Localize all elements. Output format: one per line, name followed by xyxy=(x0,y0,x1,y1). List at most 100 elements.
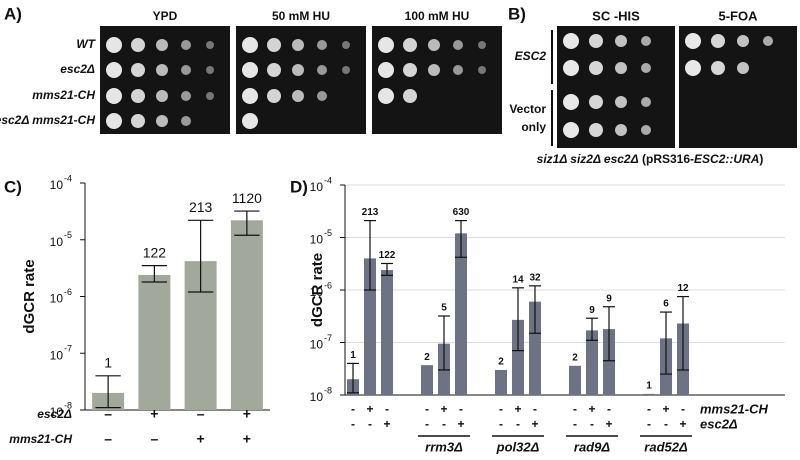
genotype-mark: - xyxy=(368,417,372,431)
colony-spot xyxy=(478,41,486,49)
colony-spot xyxy=(563,122,579,138)
genotype-mark: – xyxy=(197,406,205,422)
column-header: 50 mM HU xyxy=(272,9,330,23)
bar xyxy=(138,274,171,410)
colony-spot xyxy=(206,92,214,100)
y-tick-label: 10 xyxy=(310,338,324,352)
colony-spot xyxy=(453,65,463,75)
colony-spot xyxy=(589,95,603,109)
colony-spot xyxy=(242,37,258,53)
genotype-mark: - xyxy=(459,402,463,416)
y-axis-label: dGCR rate xyxy=(21,259,38,333)
colony-spot xyxy=(641,63,651,73)
colony-spot xyxy=(156,90,168,102)
colony-spot xyxy=(267,63,281,77)
bar-label: 2 xyxy=(498,357,504,368)
colony-spot xyxy=(615,35,627,47)
y-tick-exponent: -6 xyxy=(324,280,332,290)
panel-label: D) xyxy=(290,177,308,196)
genotype-mark: - xyxy=(607,402,611,416)
colony-spot xyxy=(641,125,651,135)
genotype-mark: + xyxy=(197,431,205,447)
y-tick-label: 10 xyxy=(310,285,324,299)
colony-spot xyxy=(206,41,214,49)
bar-label: 14 xyxy=(512,274,524,285)
colony-spot xyxy=(615,124,627,136)
colony-spot xyxy=(242,113,258,129)
colony-spot xyxy=(403,38,417,52)
colony-spot xyxy=(563,60,579,76)
bar-label: 213 xyxy=(362,207,379,218)
genotype-mark: - xyxy=(442,417,446,431)
colony-spot xyxy=(292,39,304,51)
colony-spot xyxy=(685,60,701,76)
bar xyxy=(643,393,655,395)
group-label: rad9Δ xyxy=(574,439,610,454)
panel-label: C) xyxy=(4,177,22,196)
row-label: esc2Δ xyxy=(60,62,95,76)
row-label: WT xyxy=(76,37,96,51)
colony-spot xyxy=(403,63,417,77)
genotype-mark: - xyxy=(533,402,537,416)
bar xyxy=(586,330,598,395)
genotype-name: esc2Δ xyxy=(37,407,72,421)
group-label: Vector xyxy=(509,102,546,116)
colony-spot xyxy=(453,40,463,50)
colony-spot xyxy=(242,88,258,104)
y-tick-label: 10 xyxy=(50,348,64,362)
colony-spot xyxy=(615,96,627,108)
genotype-mark: + xyxy=(383,417,390,431)
bar-label: 630 xyxy=(453,207,470,218)
colony-spot xyxy=(292,90,304,102)
y-tick-label: 10 xyxy=(310,390,324,404)
panel-label: B) xyxy=(508,4,526,23)
colony-spot xyxy=(589,61,603,75)
caption-part: ) xyxy=(759,152,763,166)
caption-part: siz1Δ siz2Δ esc2Δ xyxy=(537,152,639,166)
colony-spot xyxy=(267,89,281,103)
genotype-name: mms21-CH xyxy=(700,401,769,416)
genotype-mark: + xyxy=(662,402,669,416)
bar-label: 32 xyxy=(529,272,541,283)
colony-spot xyxy=(641,97,651,107)
genotype-name: esc2Δ xyxy=(700,416,738,431)
bar xyxy=(381,270,393,395)
bar xyxy=(603,329,615,395)
genotype-mark: – xyxy=(104,431,112,447)
genotype-mark: – xyxy=(104,406,112,422)
group-label: ESC2 xyxy=(515,49,547,63)
y-tick-label: 10 xyxy=(50,235,64,249)
y-tick-exponent: -6 xyxy=(64,287,72,297)
genotype-mark: - xyxy=(425,417,429,431)
genotype-mark: - xyxy=(664,417,668,431)
genotype-mark: - xyxy=(647,417,651,431)
genotype-mark: - xyxy=(590,417,594,431)
y-tick-exponent: -7 xyxy=(64,344,72,354)
colony-spot xyxy=(615,62,627,74)
bar-label: 2 xyxy=(572,352,578,363)
column-header: SC -HIS xyxy=(592,8,640,23)
y-tick-label: 10 xyxy=(310,180,324,194)
row-label: mms21-CH xyxy=(32,88,95,102)
group-label: only xyxy=(521,120,546,134)
bar-label: 9 xyxy=(589,305,595,316)
genotype-mark: - xyxy=(516,417,520,431)
colony-spot xyxy=(156,115,168,127)
colony-spot xyxy=(181,116,191,126)
genotype-mark: - xyxy=(385,402,389,416)
y-tick-exponent: -8 xyxy=(324,385,332,395)
bar xyxy=(230,220,263,410)
colony-spot xyxy=(563,94,579,110)
colony-spot xyxy=(131,114,145,128)
group-label: rad52Δ xyxy=(644,439,688,454)
colony-spot xyxy=(428,64,440,76)
colony-spot xyxy=(342,41,350,49)
colony-spot xyxy=(317,91,327,101)
colony-spot xyxy=(763,36,773,46)
genotype-mark: + xyxy=(150,406,158,422)
caption: siz1Δ siz2Δ esc2Δ (pRS316-ESC2::URA) xyxy=(537,152,764,166)
y-tick-exponent: -7 xyxy=(324,333,332,343)
colony-spot xyxy=(342,66,350,74)
y-tick-label: 10 xyxy=(310,233,324,247)
bar-label: 1120 xyxy=(232,190,262,206)
